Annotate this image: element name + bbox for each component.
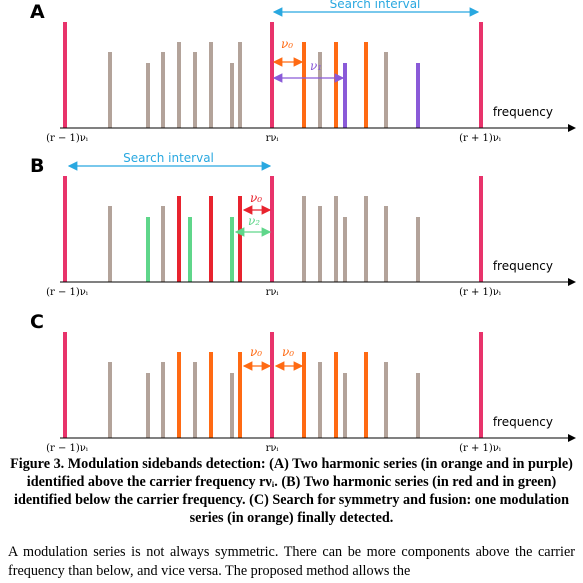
tick-label: rνᵢ bbox=[266, 443, 279, 454]
harmonic-bar bbox=[230, 63, 234, 128]
harmonic-bar bbox=[343, 217, 347, 282]
harmonic-bar bbox=[302, 42, 306, 128]
harmonic-bar bbox=[364, 196, 368, 282]
tick-label: (r + 1)νᵢ bbox=[459, 133, 501, 144]
harmonic-bar bbox=[238, 196, 242, 282]
harmonic-bar bbox=[384, 362, 388, 438]
harmonic-bar bbox=[302, 196, 306, 282]
figure-caption: Figure 3. Modulation sidebands detection… bbox=[10, 456, 573, 526]
harmonic-bar bbox=[193, 362, 197, 438]
harmonic-bar bbox=[230, 373, 234, 438]
harmonic-bar bbox=[238, 352, 242, 438]
harmonic-bar bbox=[188, 217, 192, 282]
body-text: A modulation series is not always symmet… bbox=[8, 544, 575, 579]
harmonic-bar bbox=[364, 42, 368, 128]
harmonic-bar bbox=[334, 352, 338, 438]
harmonic-bar bbox=[161, 52, 165, 128]
harmonic-bar bbox=[177, 352, 181, 438]
carrier-bar bbox=[270, 332, 274, 438]
harmonic-bar bbox=[318, 52, 322, 128]
carrier-bar bbox=[63, 176, 67, 282]
harmonic-bar bbox=[334, 42, 338, 128]
harmonic-bar bbox=[318, 206, 322, 282]
harmonic-bar bbox=[343, 373, 347, 438]
carrier-bar bbox=[63, 22, 67, 128]
tick-label: rνᵢ bbox=[266, 287, 279, 298]
harmonic-bar bbox=[384, 52, 388, 128]
harmonic-bar bbox=[177, 42, 181, 128]
harmonic-bar bbox=[108, 362, 112, 438]
harmonic-bar bbox=[384, 206, 388, 282]
harmonic-bar bbox=[230, 217, 234, 282]
harmonic-bar bbox=[302, 352, 306, 438]
harmonic-bar bbox=[209, 196, 213, 282]
harmonic-bar bbox=[146, 217, 150, 282]
carrier-bar bbox=[63, 332, 67, 438]
harmonic-bar bbox=[343, 63, 347, 128]
harmonic-bar bbox=[209, 42, 213, 128]
harmonic-bar bbox=[364, 352, 368, 438]
axis-label: frequency bbox=[493, 105, 553, 119]
carrier-bar bbox=[479, 22, 483, 128]
harmonic-bar bbox=[146, 373, 150, 438]
harmonic-bar bbox=[108, 206, 112, 282]
delta-label: ν₀ bbox=[250, 345, 262, 359]
delta-label: ν₂ bbox=[248, 214, 260, 228]
harmonic-bar bbox=[108, 52, 112, 128]
carrier-bar bbox=[270, 22, 274, 128]
harmonic-bar bbox=[416, 63, 420, 128]
tick-label: (r − 1)νᵢ bbox=[46, 133, 88, 144]
panel-label: C bbox=[30, 311, 44, 333]
panel-label: A bbox=[30, 1, 45, 23]
harmonic-bar bbox=[318, 362, 322, 438]
harmonic-bar bbox=[177, 196, 181, 282]
harmonic-bar bbox=[161, 206, 165, 282]
harmonic-bar bbox=[416, 373, 420, 438]
tick-label: (r + 1)νᵢ bbox=[459, 443, 501, 454]
tick-label: rνᵢ bbox=[266, 133, 279, 144]
axis-label: frequency bbox=[493, 415, 553, 429]
harmonic-bar bbox=[238, 42, 242, 128]
tick-label: (r + 1)νᵢ bbox=[459, 287, 501, 298]
delta-label: ν₀ bbox=[281, 37, 293, 51]
tick-label: (r − 1)νᵢ bbox=[46, 443, 88, 454]
delta-label: ν₀ bbox=[250, 191, 262, 205]
harmonic-bar bbox=[416, 217, 420, 282]
carrier-bar bbox=[479, 332, 483, 438]
delta-label: ν₀ bbox=[282, 345, 294, 359]
search-interval-label: Search interval bbox=[330, 0, 421, 11]
panel-label: B bbox=[30, 155, 44, 177]
tick-label: (r − 1)νᵢ bbox=[46, 287, 88, 298]
harmonic-bar bbox=[334, 196, 338, 282]
carrier-bar bbox=[270, 176, 274, 282]
carrier-bar bbox=[479, 176, 483, 282]
axis-label: frequency bbox=[493, 259, 553, 273]
harmonic-bar bbox=[193, 52, 197, 128]
harmonic-bar bbox=[209, 352, 213, 438]
delta-label: ν₁ bbox=[310, 59, 322, 73]
search-interval-label: Search interval bbox=[123, 151, 214, 165]
harmonic-bar bbox=[161, 362, 165, 438]
harmonic-bar bbox=[146, 63, 150, 128]
